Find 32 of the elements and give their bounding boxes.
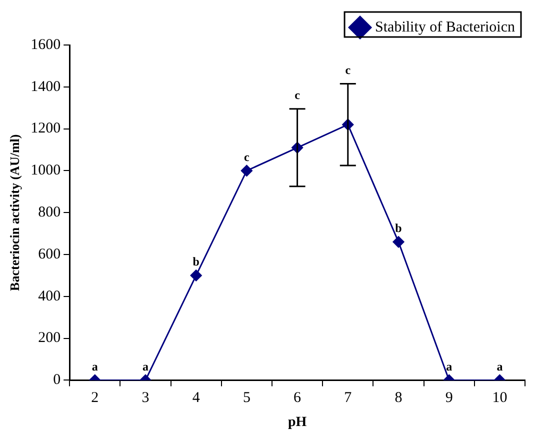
x-tick-label: 6: [294, 390, 302, 406]
y-axis-title: Bacteriocin activity (AU/ml): [7, 134, 22, 291]
x-tick-label: 4: [192, 390, 200, 406]
y-tick-label: 1600: [30, 36, 61, 53]
annotation: a: [446, 359, 452, 374]
y-tick-label: 400: [38, 288, 61, 304]
y-tick-label: 1400: [30, 78, 61, 95]
x-axis-title: pH: [288, 415, 307, 430]
x-tick-label: 2: [91, 390, 99, 406]
annotation: c: [294, 88, 301, 102]
y-tick-label: 800: [38, 204, 61, 221]
x-tick-label: 3: [142, 390, 150, 406]
y-tick-label: 600: [38, 246, 61, 262]
y-tick-label: 1000: [30, 162, 61, 179]
annotation: b: [192, 254, 200, 269]
y-tick-label: 200: [38, 330, 61, 346]
x-tick-label: 9: [445, 390, 453, 406]
annotation: c: [345, 62, 352, 77]
y-tick-label: 1200: [30, 120, 61, 137]
x-tick-label: 7: [344, 390, 352, 406]
point: [240, 164, 252, 176]
y-tick-label: 0: [53, 372, 61, 388]
x-tick-label: 10: [492, 390, 508, 406]
annotation: c: [244, 150, 250, 164]
annotation: a: [92, 359, 98, 374]
x-tick-label: 5: [242, 390, 250, 406]
point: [392, 236, 404, 248]
annotation: a: [142, 359, 148, 374]
legend-label: Stability of Bacterioicn: [375, 19, 516, 36]
x-tick-label: 8: [394, 390, 402, 406]
annotation: a: [496, 359, 503, 374]
annotation: b: [395, 221, 402, 236]
